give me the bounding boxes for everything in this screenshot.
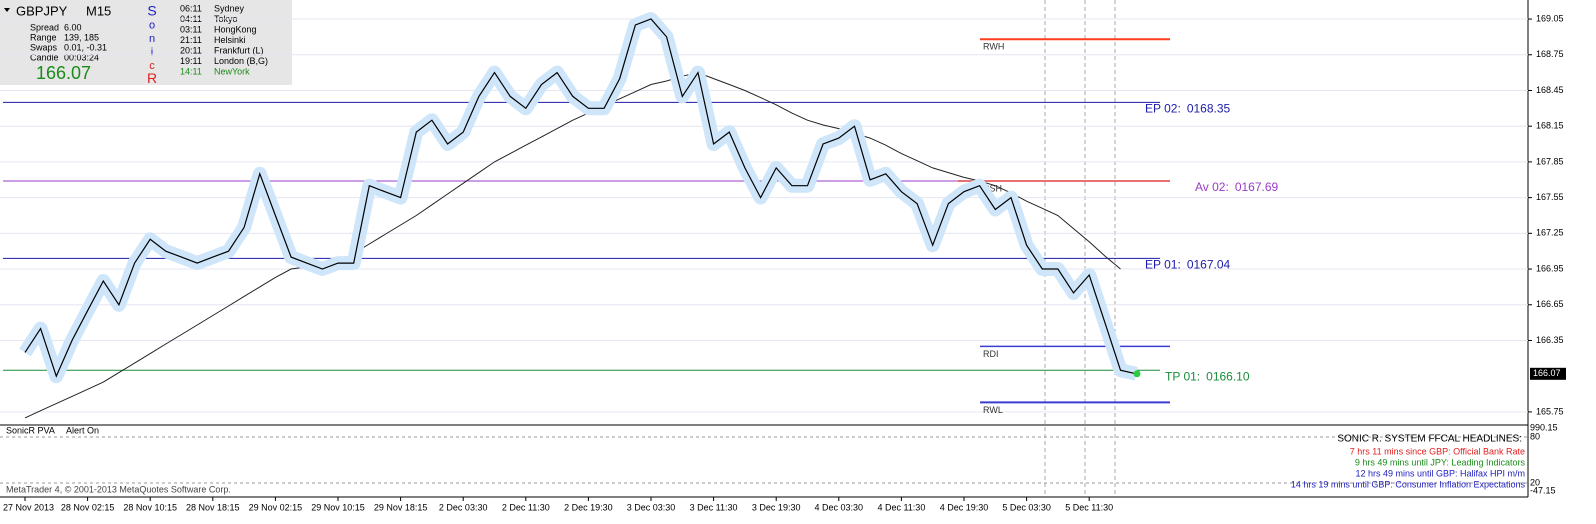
indicator-tick-label: 80	[1530, 431, 1540, 441]
session-time: 14:11	[180, 66, 202, 76]
headlines-title: SONIC R. SYSTEM FFCAL HEADLINES:	[1337, 434, 1522, 445]
indicator-title: SonicR PVA	[6, 425, 55, 435]
level-value: 0167.69	[1235, 180, 1279, 194]
brand-letter: c	[149, 60, 155, 72]
level-value: 0166.10	[1206, 369, 1250, 383]
session-name: Frankfurt (L)	[214, 45, 264, 55]
y-tick-label: 167.55	[1536, 192, 1564, 202]
y-tick-label: 168.75	[1536, 49, 1564, 59]
session-name: London (B,G)	[214, 56, 268, 66]
info-value: 6.00	[64, 22, 82, 32]
info-background	[0, 0, 292, 85]
indicator-tick-label: -47.15	[1530, 485, 1556, 495]
session-time: 19:11	[180, 56, 202, 66]
x-tick-label: 4 Dec 11:30	[877, 502, 925, 512]
price-line	[24, 18, 1137, 378]
info-value: 139, 185	[64, 32, 99, 42]
y-tick-label: 168.45	[1536, 85, 1564, 95]
level-name: EP 02:	[1145, 102, 1181, 116]
y-tick-label: 169.05	[1536, 13, 1564, 23]
headline: 12 hrs 49 mins until GBP: Halifax HPI m/…	[1355, 468, 1525, 478]
menu-arrow	[4, 8, 10, 12]
headline: 9 hrs 49 mins until JPY: Leading Indicat…	[1355, 457, 1526, 467]
y-tick-label: 167.25	[1536, 228, 1564, 238]
level-name: EP 01:	[1145, 258, 1181, 272]
session-name: Helsinki	[214, 35, 246, 45]
session-name: NewYork	[214, 66, 250, 76]
indicator-tick-label: 990.15	[1530, 422, 1558, 432]
headline: 7 hrs 11 mins since GBP: Official Bank R…	[1350, 446, 1525, 456]
info-label: Candle	[30, 52, 59, 62]
y-tick-label: 166.35	[1536, 335, 1564, 345]
level-name: Av 02:	[1195, 180, 1229, 194]
x-tick-label: 4 Dec 19:30	[940, 502, 989, 512]
last-price-label: 166.07	[1533, 368, 1561, 378]
indicator-tick-label: 20	[1530, 477, 1540, 487]
last-price-box	[1530, 367, 1566, 380]
symbol: GBPJPY	[16, 3, 68, 18]
x-tick-label: 5 Dec 03:30	[1002, 502, 1051, 512]
level-value: 0168.35	[1187, 102, 1231, 116]
zone-label: RSH	[983, 183, 1002, 193]
session-name: HongKong	[214, 24, 257, 34]
info-label: Range	[30, 32, 57, 42]
zone-label: RWH	[983, 42, 1004, 52]
info-value: 0.01, -0.31	[64, 42, 107, 52]
brand-letter: R	[147, 70, 157, 86]
timeframe: M15	[86, 3, 111, 18]
info-panel: GBPJPY M15 166.07 Spread 6.00 Range 139, 18…	[0, 0, 292, 86]
info-label: Spread	[30, 22, 59, 32]
info-value: 00:03:24	[64, 52, 99, 62]
zone-label: RDI	[983, 349, 999, 359]
x-tick-label: 2 Dec 11:30	[502, 502, 550, 512]
x-tick-label: 29 Nov 10:15	[311, 502, 365, 512]
last-price-dot	[1133, 370, 1141, 378]
last-price: 166.07	[36, 63, 91, 83]
y-tick-label: 168.15	[1536, 121, 1564, 131]
brand-letter: i	[151, 46, 153, 58]
y-tick-label: 166.95	[1536, 263, 1564, 273]
x-tick-label: 3 Dec 11:30	[690, 502, 738, 512]
brand-letter: o	[149, 19, 155, 31]
x-tick-label: 29 Nov 02:15	[249, 502, 303, 512]
y-tick-label: 166.65	[1536, 299, 1564, 309]
x-tick-label: 28 Nov 02:15	[61, 502, 115, 512]
x-tick-label: 4 Dec 03:30	[815, 502, 864, 512]
x-tick-label: 2 Dec 19:30	[564, 502, 613, 512]
y-tick-label: 165.75	[1536, 406, 1564, 416]
x-tick-label: 27 Nov 2013	[3, 502, 54, 512]
session-time: 21:11	[180, 35, 202, 45]
info-label: Swaps	[30, 42, 58, 52]
zone-label: RWL	[983, 405, 1003, 415]
session-time: 06:11	[180, 3, 202, 13]
x-tick-label: 28 Nov 10:15	[123, 502, 177, 512]
level-name: TP 01:	[1165, 369, 1200, 383]
x-tick-label: 28 Nov 18:15	[186, 502, 240, 512]
x-tick-label: 3 Dec 03:30	[627, 502, 676, 512]
headline: 14 hrs 19 mins until GBP: Consumer Infla…	[1291, 479, 1526, 489]
session-name: Sydney	[214, 3, 245, 13]
brand-letter: S	[147, 3, 156, 19]
copyright: MetaTrader 4, © 2001-2013 MetaQuotes Sof…	[6, 484, 231, 494]
brand-letter: n	[149, 33, 155, 45]
x-tick-label: 5 Dec 11:30	[1065, 502, 1113, 512]
moving-average	[24, 72, 1121, 419]
indicator-status: Alert On	[66, 425, 99, 435]
level-value: 0167.04	[1187, 258, 1231, 272]
y-tick-label: 167.85	[1536, 156, 1564, 166]
x-tick-label: 29 Nov 18:15	[374, 502, 428, 512]
session-time: 20:11	[180, 45, 202, 55]
session-time: 03:11	[180, 24, 202, 34]
x-tick-label: 2 Dec 03:30	[439, 502, 488, 512]
x-tick-label: 3 Dec 19:30	[752, 502, 801, 512]
